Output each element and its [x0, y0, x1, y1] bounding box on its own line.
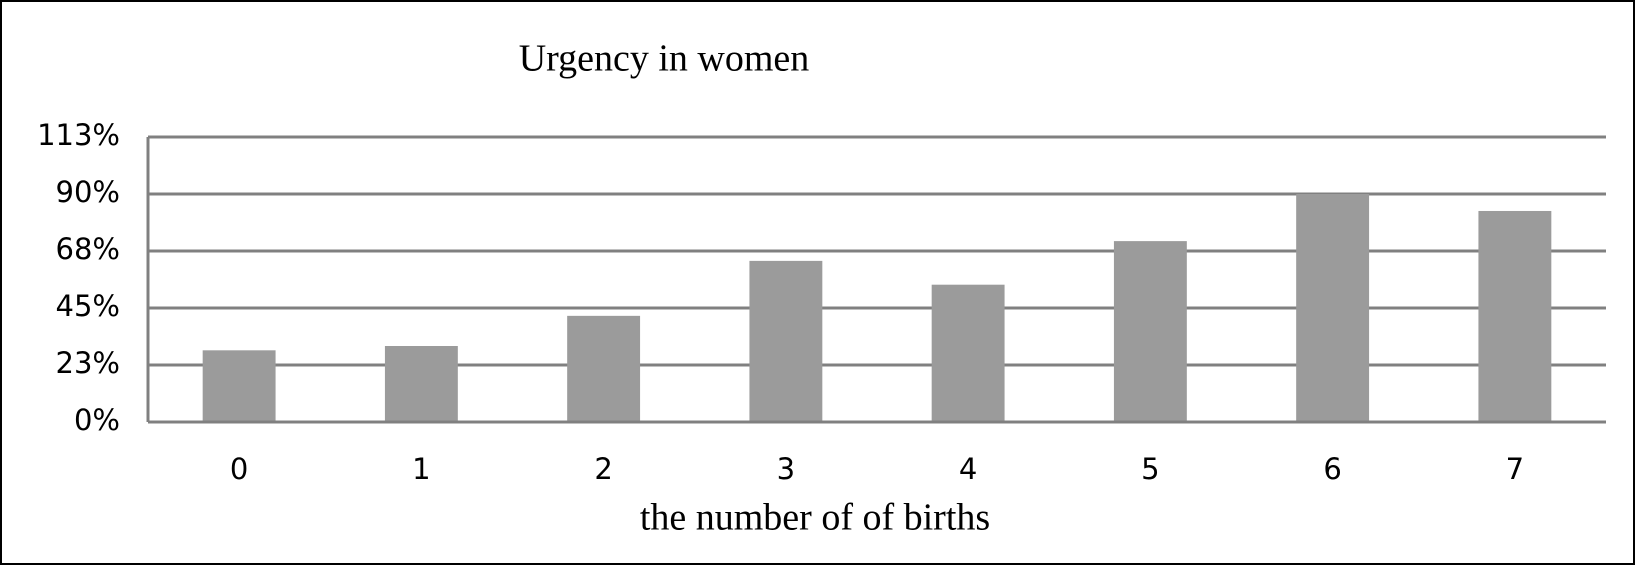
- x-tick-label: 1: [412, 452, 430, 486]
- y-tick-label: 90%: [56, 175, 120, 209]
- y-tick-label: 23%: [56, 346, 120, 380]
- x-tick-label: 5: [1141, 452, 1159, 486]
- y-tick-label: 45%: [56, 289, 120, 323]
- x-tick-label: 6: [1323, 452, 1341, 486]
- y-tick-label: 68%: [56, 232, 120, 266]
- x-tick-label: 2: [594, 452, 612, 486]
- chart-title: Urgency in women: [519, 38, 810, 80]
- x-axis-label: the number of of births: [640, 497, 990, 539]
- x-tick-label: 0: [230, 452, 248, 486]
- bar: [749, 260, 823, 422]
- y-tick-label: 113%: [37, 118, 120, 152]
- bar: [567, 315, 641, 422]
- x-tick-label: 3: [777, 452, 795, 486]
- bar: [1478, 210, 1552, 422]
- bar: [202, 350, 276, 422]
- bar: [931, 284, 1005, 422]
- x-tick-label: 7: [1506, 452, 1524, 486]
- y-tick-label: 0%: [74, 403, 120, 437]
- bar: [384, 346, 458, 422]
- x-tick-label: 4: [959, 452, 977, 486]
- bar: [1296, 194, 1370, 422]
- bar: [1113, 241, 1187, 422]
